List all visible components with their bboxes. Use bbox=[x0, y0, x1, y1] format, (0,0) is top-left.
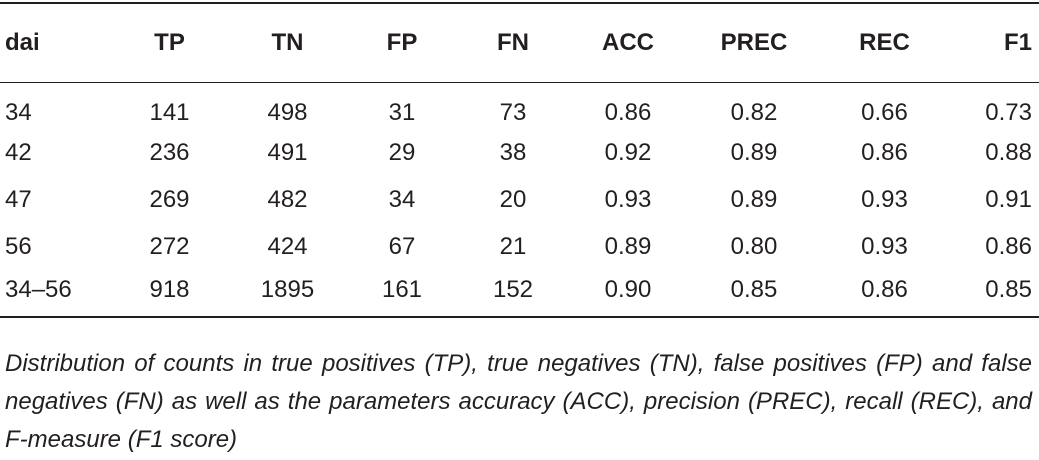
table-cell: 47 bbox=[5, 185, 32, 213]
table-cell: 0.93 bbox=[604, 185, 652, 213]
table-caption: Distribution of counts in true positives… bbox=[5, 350, 1032, 453]
table-cell: 34 bbox=[388, 185, 416, 213]
table-cell: 0.93 bbox=[861, 232, 908, 260]
table-cell: 0.86 bbox=[604, 98, 652, 126]
table-cell: 56 bbox=[5, 232, 32, 260]
table-cell: 236 bbox=[149, 138, 190, 166]
table-cell: 1895 bbox=[260, 276, 315, 303]
table-cell: 269 bbox=[149, 185, 190, 213]
table-cell: 0.86 bbox=[861, 138, 908, 166]
table-cell: 498 bbox=[267, 98, 308, 126]
table-cell: 482 bbox=[267, 185, 308, 213]
table-cell: 0.80 bbox=[730, 232, 778, 260]
table-cell: 38 bbox=[499, 138, 527, 166]
table-cell: 0.86 bbox=[861, 276, 908, 303]
table-cell: 141 bbox=[149, 98, 190, 126]
table-cell: 272 bbox=[149, 232, 190, 260]
table-cell: 0.93 bbox=[861, 185, 908, 213]
table-cell: 0.89 bbox=[604, 232, 652, 260]
header-cell: FN bbox=[497, 28, 529, 56]
header-cell: REC bbox=[859, 28, 910, 56]
table-cell: 0.89 bbox=[730, 185, 778, 213]
table-cell: 29 bbox=[388, 138, 416, 166]
table-cell: 73 bbox=[499, 98, 527, 126]
table-cell: 152 bbox=[492, 276, 534, 303]
table-row: 56 272 424 67 21 0.89 0.80 0.93 0.86 bbox=[0, 223, 1039, 270]
table-cell: 491 bbox=[267, 138, 308, 166]
table-cell: 0.92 bbox=[604, 138, 652, 166]
table-body: 34 141 498 31 73 0.86 0.82 0.66 0.73 42 236 491 29 38… bbox=[0, 82, 1039, 317]
header-cell: TN bbox=[271, 28, 304, 56]
table-row: 34 141 498 31 73 0.86 0.82 0.66 0.73 bbox=[0, 82, 1039, 129]
table-row: 34–56 918 1895 161 152 0.90 0.85 0.86 0.85 bbox=[0, 270, 1039, 317]
table-cell: 67 bbox=[388, 232, 416, 260]
table-cell: 42 bbox=[5, 138, 32, 166]
table-cell: 0.91 bbox=[985, 185, 1032, 213]
table-cell: 21 bbox=[499, 232, 527, 260]
table-cell: 0.66 bbox=[861, 98, 908, 126]
header-cell: F1 bbox=[1003, 28, 1032, 56]
results-table: dai TP TN FP FN ACC PREC REC F1 34 141 498 31 73 0.86… bbox=[0, 2, 1039, 318]
header-cell: PREC bbox=[720, 28, 788, 56]
table-cell: 161 bbox=[381, 276, 423, 303]
table-cell: 20 bbox=[499, 185, 527, 213]
header-cell: ACC bbox=[602, 28, 654, 56]
table-cell: 31 bbox=[388, 98, 416, 126]
table-cell: 0.89 bbox=[730, 138, 778, 166]
table-row: 42 236 491 29 38 0.92 0.89 0.86 0.88 bbox=[0, 129, 1039, 176]
header-cell: TP bbox=[154, 28, 185, 56]
table-row: 47 269 482 34 20 0.93 0.89 0.93 0.91 bbox=[0, 176, 1039, 223]
table-cell: 424 bbox=[267, 232, 308, 260]
table-header: dai TP TN FP FN ACC PREC REC F1 bbox=[0, 3, 1039, 82]
table-cell: 0.85 bbox=[985, 276, 1032, 303]
table-cell: 0.88 bbox=[985, 138, 1032, 166]
table-cell: 0.82 bbox=[730, 98, 778, 126]
table-cell: 0.90 bbox=[604, 276, 652, 303]
table-cell: 34 bbox=[5, 98, 32, 126]
table-cell: 0.73 bbox=[985, 98, 1032, 126]
table-cell: 918 bbox=[149, 276, 190, 303]
header-cell: FP bbox=[386, 28, 418, 56]
header-cell: dai bbox=[5, 28, 40, 56]
table-cell: 34–56 bbox=[5, 276, 72, 303]
table-cell: 0.86 bbox=[985, 232, 1032, 260]
header-row: dai TP TN FP FN ACC PREC REC F1 bbox=[0, 3, 1039, 82]
table-cell: 0.85 bbox=[730, 276, 778, 303]
